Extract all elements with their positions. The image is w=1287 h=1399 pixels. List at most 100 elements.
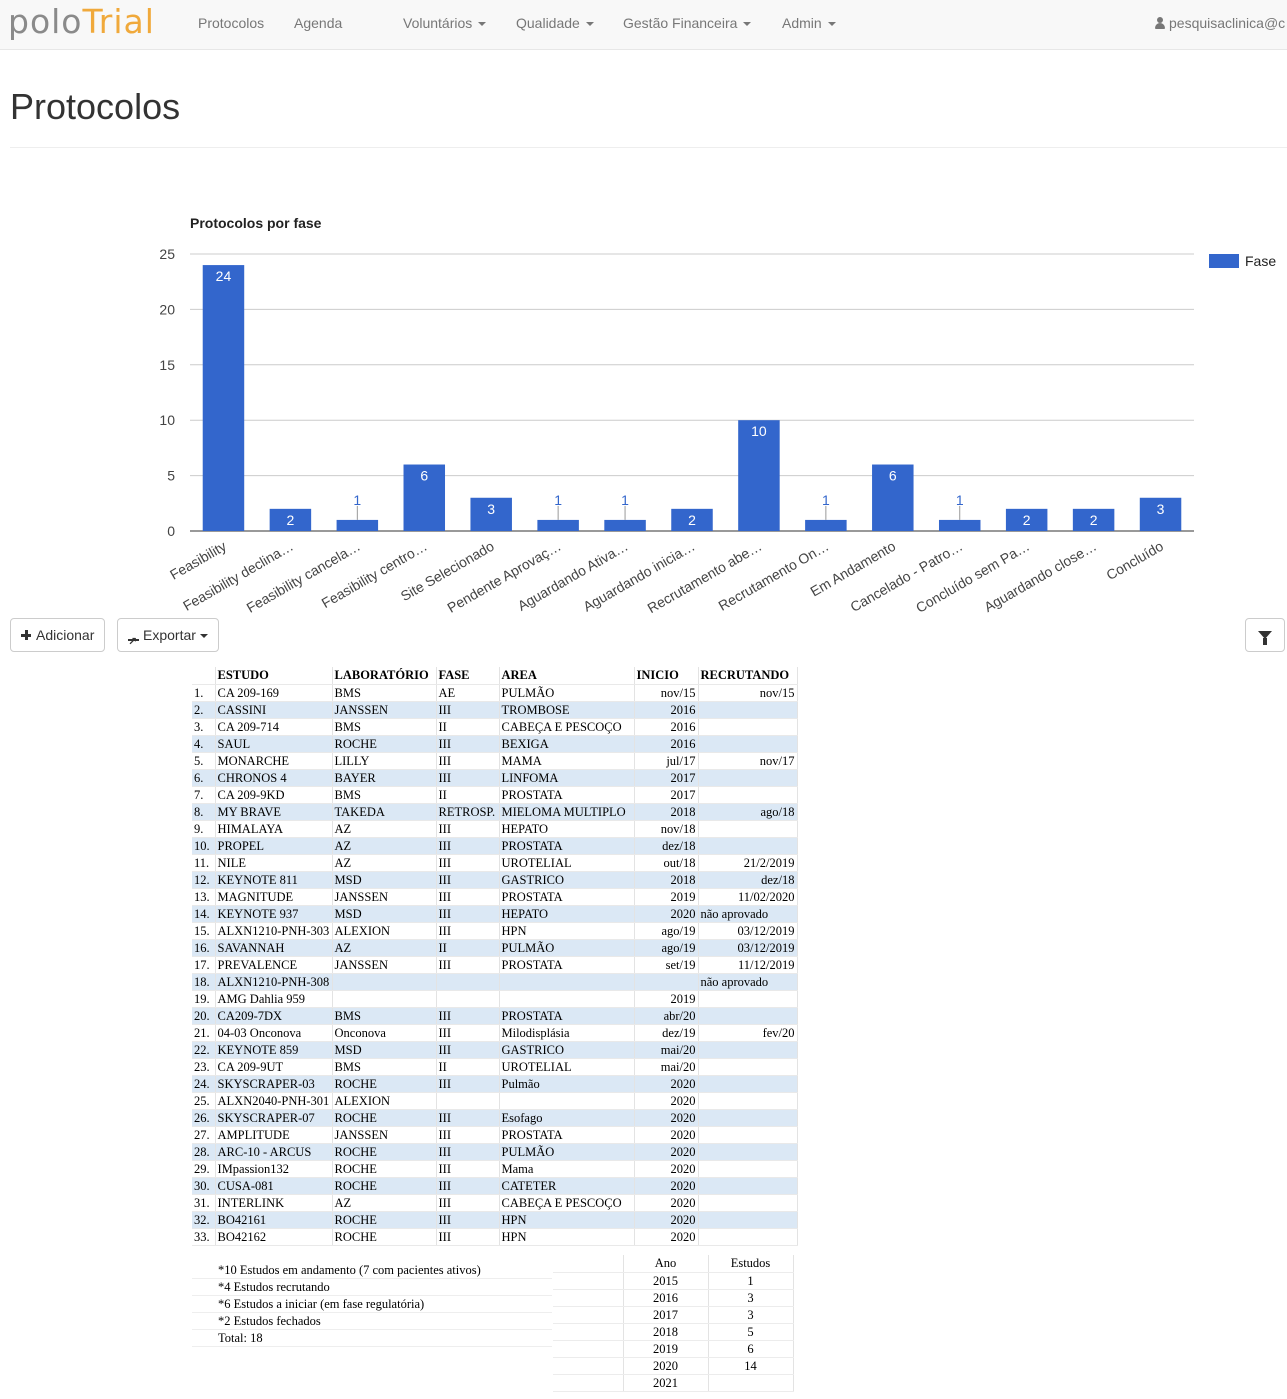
- table-cell: [634, 973, 699, 991]
- table-cell: 6.: [192, 769, 216, 787]
- page-title: Protocolos: [10, 86, 181, 127]
- nav-agenda[interactable]: Agenda: [294, 15, 342, 31]
- table-cell: JANSSEN: [332, 1126, 437, 1144]
- nav-qualidade[interactable]: Qualidade: [516, 15, 594, 31]
- brand-logo-part1: polo: [8, 2, 83, 41]
- table-cell: HPN: [499, 922, 635, 940]
- table-cell: PULMÃO: [499, 684, 635, 702]
- x-tick-label: Recrutamento abe…: [645, 538, 765, 616]
- table-cell: 03/12/2019: [698, 939, 798, 957]
- x-tick-label: Recrutamento On…: [716, 538, 832, 614]
- table-cell: CA 209-714: [215, 718, 333, 736]
- year-table-row: 2015 1: [553, 1272, 794, 1290]
- bar-value-label: 1: [353, 492, 361, 508]
- table-cell: KEYNOTE 811: [215, 871, 333, 889]
- table-cell: 03/12/2019: [698, 922, 798, 940]
- bar-value-label: 3: [487, 501, 495, 517]
- table-cell: MAMA: [499, 752, 635, 770]
- x-tick-label: Aguardando close…: [981, 538, 1099, 615]
- table-cell: [698, 837, 798, 855]
- filter-button[interactable]: [1245, 618, 1285, 652]
- table-row: 21. 04-03 Onconova Onconova III Milodisplási…: [192, 1024, 798, 1042]
- table-cell: Milodisplásia: [499, 1024, 635, 1042]
- table-cell: MONARCHE: [215, 752, 333, 770]
- table-cell: 23.: [192, 1058, 216, 1076]
- table-cell: CHRONOS 4: [215, 769, 333, 787]
- bar-value-label: 2: [1090, 512, 1098, 528]
- table-row: 13. MAGNITUDE JANSSEN III PROSTATA 2019 11/02/…: [192, 888, 798, 906]
- nav-gestao-financeira[interactable]: Gestão Financeira: [623, 15, 752, 31]
- table-cell: LINFOMA: [499, 769, 635, 787]
- table-cell: 2018: [634, 803, 699, 821]
- y-tick-label: 15: [159, 357, 175, 373]
- table-cell: III: [436, 1228, 500, 1246]
- user-menu[interactable]: pesquisaclinica@c: [1155, 15, 1285, 31]
- table-cell: ALXN1210-PNH-308: [215, 973, 333, 991]
- table-cell: PREVALENCE: [215, 956, 333, 974]
- table-cell: 21.: [192, 1024, 216, 1042]
- table-cell: III: [436, 1007, 500, 1025]
- table-cell: GASTRICO: [499, 871, 635, 889]
- year-table-cell: 3: [708, 1306, 794, 1324]
- table-cell: 11.: [192, 854, 216, 872]
- table-cell: ARC-10 - ARCUS: [215, 1143, 333, 1161]
- table-row: 6. CHRONOS 4 BAYER III LINFOMA 2017: [192, 769, 798, 787]
- table-cell: [698, 1058, 798, 1076]
- table-cell: [436, 1092, 500, 1110]
- table-cell: 2.: [192, 701, 216, 719]
- bar-value-label: 6: [420, 468, 428, 484]
- bar: [671, 508, 713, 531]
- table-cell: III: [436, 735, 500, 753]
- user-email: pesquisaclinica@c: [1169, 15, 1286, 31]
- table-cell: CASSINI: [215, 701, 333, 719]
- table-cell: ROCHE: [332, 735, 437, 753]
- table-cell: 9.: [192, 820, 216, 838]
- bar: [872, 464, 914, 531]
- table-cell: PULMÃO: [499, 939, 635, 957]
- table-cell: ALEXION: [332, 1092, 437, 1110]
- table-cell: PROSTATA: [499, 888, 635, 906]
- summary-note: Total: 18: [192, 1330, 552, 1347]
- y-tick-label: 10: [159, 412, 175, 428]
- year-table-cell: 1: [708, 1272, 794, 1290]
- table-cell: ALEXION: [332, 922, 437, 940]
- table-cell: 2020: [634, 1177, 699, 1195]
- add-button[interactable]: Adicionar: [10, 618, 106, 652]
- table-cell: SAVANNAH: [215, 939, 333, 957]
- year-table-row: 2018 5: [553, 1323, 794, 1341]
- brand-logo[interactable]: poloTrial: [8, 2, 155, 46]
- nav-voluntarios[interactable]: Voluntários: [403, 15, 487, 31]
- table-row: 4. SAUL ROCHE III BEXIGA 2016: [192, 735, 798, 753]
- table-cell: [436, 973, 500, 991]
- table-cell: KEYNOTE 859: [215, 1041, 333, 1059]
- table-cell: 2016: [634, 735, 699, 753]
- table-cell: 31.: [192, 1194, 216, 1212]
- table-cell: 3.: [192, 718, 216, 736]
- table-cell: CA 209-9UT: [215, 1058, 333, 1076]
- table-cell: BMS: [332, 786, 437, 804]
- table-cell: 2019: [634, 990, 699, 1008]
- column-header: INICIO: [634, 667, 699, 685]
- table-cell: dez/18: [634, 837, 699, 855]
- table-cell: ROCHE: [332, 1228, 437, 1246]
- table-cell: HEPATO: [499, 905, 635, 923]
- table-cell: 2020: [634, 1160, 699, 1178]
- table-cell: 16.: [192, 939, 216, 957]
- table-cell: 7.: [192, 786, 216, 804]
- nav-protocolos[interactable]: Protocolos: [198, 15, 264, 31]
- bar: [537, 519, 579, 531]
- table-cell: 11/02/2020: [698, 888, 798, 906]
- table-cell: 04-03 Onconova: [215, 1024, 333, 1042]
- nav-admin[interactable]: Admin: [782, 15, 836, 31]
- table-cell: BMS: [332, 1007, 437, 1025]
- table-row: 15. ALXN1210-PNH-303 ALEXION III HPN ago/19 03…: [192, 922, 798, 940]
- y-tick-label: 20: [159, 301, 175, 317]
- table-cell: abr/20: [634, 1007, 699, 1025]
- table-cell: [698, 701, 798, 719]
- table-cell: 27.: [192, 1126, 216, 1144]
- table-row: 32. BO42161 ROCHE III HPN 2020: [192, 1211, 798, 1229]
- bar-value-label: 1: [822, 492, 830, 508]
- export-button[interactable]: Exportar: [117, 618, 219, 658]
- table-cell: [698, 1092, 798, 1110]
- table-cell: [698, 1007, 798, 1025]
